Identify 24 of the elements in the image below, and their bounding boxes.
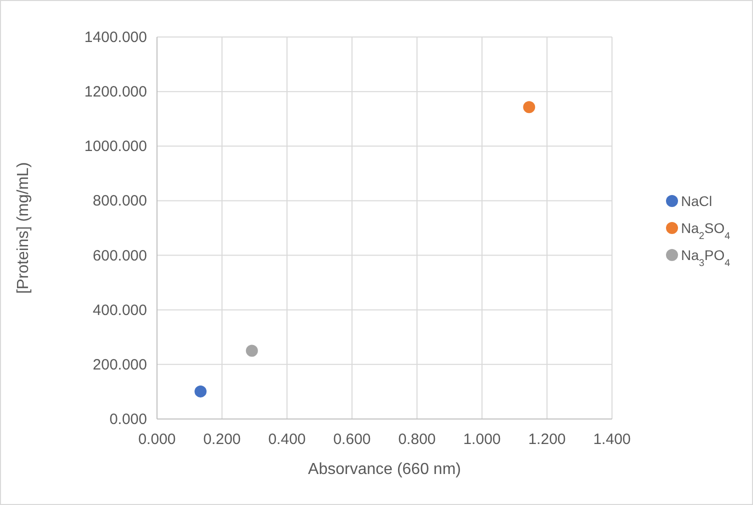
x-axis-title: Absorvance (660 nm) [308, 461, 461, 478]
x-tick-label: 0.200 [203, 431, 241, 448]
y-tick-label: 800.000 [92, 192, 147, 210]
x-tick-label: 1.400 [593, 431, 631, 448]
y-tick-label: 1400.000 [84, 29, 147, 46]
legend-label: NaCl [681, 193, 712, 209]
y-tick-label: 600.000 [92, 247, 147, 264]
y-tick-label: 0.000 [109, 411, 147, 428]
point [246, 344, 258, 357]
x-tick-label: 0.600 [333, 431, 371, 448]
y-tick-label: 1000.000 [84, 138, 147, 156]
y-axis-title: [Proteins] (mg/mL) [15, 162, 32, 294]
y-tick-label: 400.000 [92, 302, 147, 319]
x-tick-label: 1.200 [528, 431, 566, 448]
y-tick-label: 200.000 [92, 356, 147, 374]
y-tick-label: 1200.000 [84, 84, 147, 101]
x-tick-label: 0.000 [138, 431, 176, 448]
legend-label: Na$_{3}$PO$_{4}$ [681, 247, 731, 268]
x-tick-label: 0.400 [268, 431, 306, 448]
x-tick-label: 0.800 [398, 431, 436, 448]
point [194, 385, 207, 398]
point [523, 101, 536, 114]
x-tick-label: 1.000 [463, 431, 501, 448]
legend-label: Na$_{2}$SO$_{4}$ [681, 220, 731, 242]
